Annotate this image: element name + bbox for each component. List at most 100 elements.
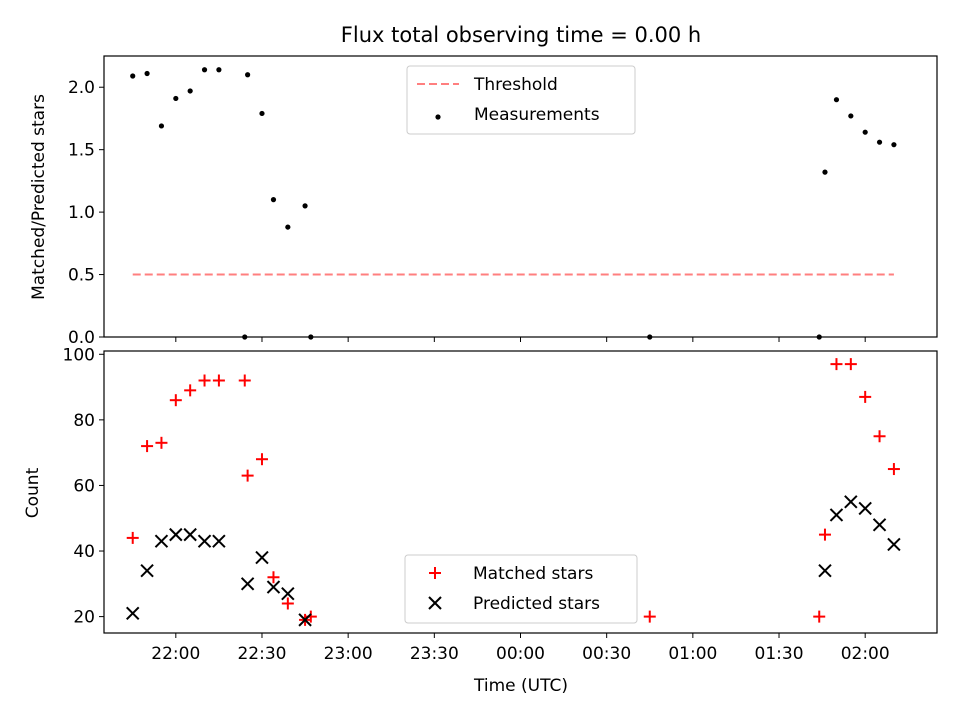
predicted-star-point: [140, 563, 154, 578]
predicted-star-point: [183, 527, 197, 542]
measurement-point: [187, 88, 193, 94]
measurement-point: [270, 197, 277, 203]
predicted-marker-b: [818, 563, 832, 578]
count-y-tick-label: 80: [73, 411, 95, 431]
predicted-star-point: [298, 613, 312, 627]
predicted-marker-b: [872, 518, 887, 532]
predicted-marker-b: [212, 534, 226, 548]
ratio-y-axis-label: Matched/Predicted stars: [29, 94, 49, 300]
ratio-y-tick-label: 0.5: [68, 266, 95, 286]
measurement-point: [285, 224, 291, 230]
predicted-star-point: [887, 537, 901, 552]
count-axes-frame: [103, 350, 938, 634]
matched-star-point: [212, 374, 225, 387]
count-y-tick-label: 20: [73, 608, 95, 628]
x-tick-label: 01:00: [668, 644, 717, 664]
count-legend-box: [404, 554, 638, 624]
legend-measurements-swatch: [435, 114, 441, 120]
matched-star-point: [873, 430, 886, 443]
matched-star-point: [155, 436, 168, 449]
predicted-marker-b: [829, 508, 844, 522]
ratio-legend-box: [406, 65, 636, 135]
legend-predicted-swatch: [428, 596, 442, 610]
predicted-marker-b: [887, 537, 901, 552]
x-tick-label: 00:00: [496, 644, 545, 664]
predicted-star-point: [266, 580, 281, 594]
predicted-marker-b: [240, 577, 255, 591]
predicted-star-point: [818, 563, 832, 578]
x-tick-label: 23:00: [324, 644, 373, 664]
ratio-legend: Threshold Measurements: [406, 65, 636, 135]
count-y-axis-label: Count: [23, 467, 43, 518]
x-tick-label: 22:30: [237, 644, 286, 664]
predicted-star-point: [255, 550, 269, 565]
predicted-star-point: [281, 586, 295, 601]
legend-measurements-label: Measurements: [474, 105, 600, 125]
x-tick-label: 23:30: [410, 644, 459, 664]
predicted-star-point: [169, 527, 183, 542]
predicted-marker-b: [266, 580, 281, 594]
ratio-y-tick-label: 1.5: [68, 141, 95, 161]
measurement-point: [302, 203, 308, 209]
predicted-star-point: [240, 577, 255, 591]
predicted-marker-b: [298, 613, 312, 627]
predicted-marker-b: [169, 527, 183, 542]
matched-star-point: [830, 358, 843, 371]
matched-star-point: [255, 453, 268, 466]
matched-star-point: [241, 469, 254, 482]
chart-title: Flux total observing time = 0.00 h: [341, 23, 701, 47]
ratio-axes-frame: [103, 55, 938, 338]
matched-star-point: [198, 374, 211, 387]
predicted-star-point: [197, 534, 212, 548]
count-panel: Count Time (UTC) 20 40 60 80 100 22:00 22:30 23…: [23, 345, 938, 696]
x-tick-label: 22:00: [151, 644, 200, 664]
measurement-point: [245, 72, 251, 78]
ratio-y-tick-label: 1.0: [68, 203, 95, 223]
predicted-star-point: [858, 501, 872, 516]
legend-threshold-label: Threshold: [473, 75, 558, 95]
legend-predicted-label: Predicted stars: [473, 594, 600, 614]
predicted-marker-b: [858, 501, 872, 516]
measurement-point: [822, 169, 828, 175]
matched-star-point: [813, 610, 826, 623]
predicted-star-point: [126, 606, 140, 621]
measurement-point: [173, 95, 179, 102]
measurement-point: [833, 97, 840, 103]
measurement-point: [848, 113, 854, 119]
predicted-star-point: [154, 534, 169, 548]
matched-star-point: [643, 610, 656, 623]
matched-star-point: [844, 358, 857, 371]
measurement-point: [891, 142, 897, 148]
x-tick-label: 00:30: [582, 644, 631, 664]
count-y-tick-label: 100: [63, 345, 95, 365]
count-y-tick-label: 40: [73, 542, 95, 562]
x-axis-label: Time (UTC): [473, 676, 568, 696]
predicted-marker-b: [281, 586, 295, 601]
x-tick-label: 01:30: [755, 644, 804, 664]
matched-star-point: [304, 610, 317, 623]
count-y-tick-label: 60: [73, 476, 95, 496]
predicted-marker-b: [183, 527, 197, 542]
legend-matched-swatch: [429, 567, 441, 579]
predicted-star-point: [872, 518, 887, 532]
measurement-point: [862, 129, 868, 135]
predicted-marker-b: [255, 550, 269, 565]
matched-star-point: [818, 528, 831, 541]
x-tick-label: 02:00: [841, 644, 890, 664]
measurement-point: [130, 73, 136, 79]
measurement-point: [259, 110, 265, 117]
predicted-star-point: [212, 534, 226, 548]
predicted-marker-b: [844, 495, 858, 509]
predicted-marker-b: [140, 563, 154, 578]
predicted-marker-b: [197, 534, 212, 548]
measurement-point: [158, 123, 165, 129]
matched-star-point: [887, 463, 900, 476]
ratio-panel: Flux total observing time = 0.00 h Match…: [29, 23, 938, 348]
matched-star-point: [281, 597, 294, 610]
legend-matched-label: Matched stars: [473, 564, 593, 584]
predicted-star-point: [844, 495, 858, 509]
matched-star-point: [859, 390, 872, 403]
matched-star-point: [184, 384, 197, 397]
matched-star-point: [141, 440, 154, 453]
